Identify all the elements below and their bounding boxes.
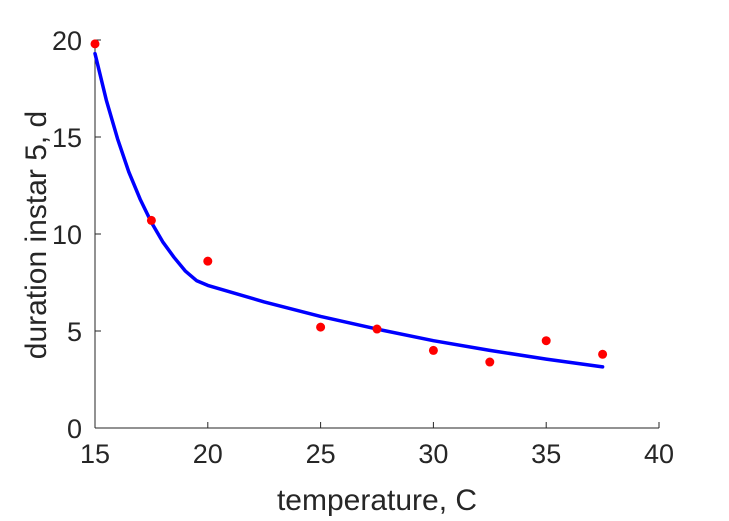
data-point bbox=[372, 324, 382, 334]
y-axis-label: duration instar 5, d bbox=[20, 111, 53, 359]
data-point bbox=[203, 256, 213, 266]
axes: 15 20 25 30 35 40 0 5 10 15 20 bbox=[52, 26, 674, 469]
data-point bbox=[428, 345, 438, 355]
data-point bbox=[485, 357, 495, 367]
y-tick-label: 5 bbox=[67, 317, 82, 347]
x-tick-label: 35 bbox=[531, 439, 561, 469]
data-marks bbox=[90, 39, 608, 369]
x-tick-label: 20 bbox=[193, 439, 223, 469]
y-tick-label: 15 bbox=[52, 123, 82, 153]
data-point bbox=[90, 39, 100, 49]
x-axis-label: temperature, C bbox=[277, 484, 477, 517]
data-point bbox=[541, 336, 551, 346]
y-tick-label: 0 bbox=[67, 414, 82, 444]
x-tick-label: 40 bbox=[644, 439, 674, 469]
y-tick-label: 10 bbox=[52, 220, 82, 250]
x-tick-label: 30 bbox=[418, 439, 448, 469]
x-tick-label: 15 bbox=[80, 439, 110, 469]
y-tick-label: 20 bbox=[52, 26, 82, 56]
data-point bbox=[316, 322, 326, 332]
fit-curve-line bbox=[93, 51, 605, 369]
x-tick-label: 25 bbox=[306, 439, 336, 469]
data-point bbox=[598, 349, 608, 359]
data-point bbox=[146, 215, 156, 225]
